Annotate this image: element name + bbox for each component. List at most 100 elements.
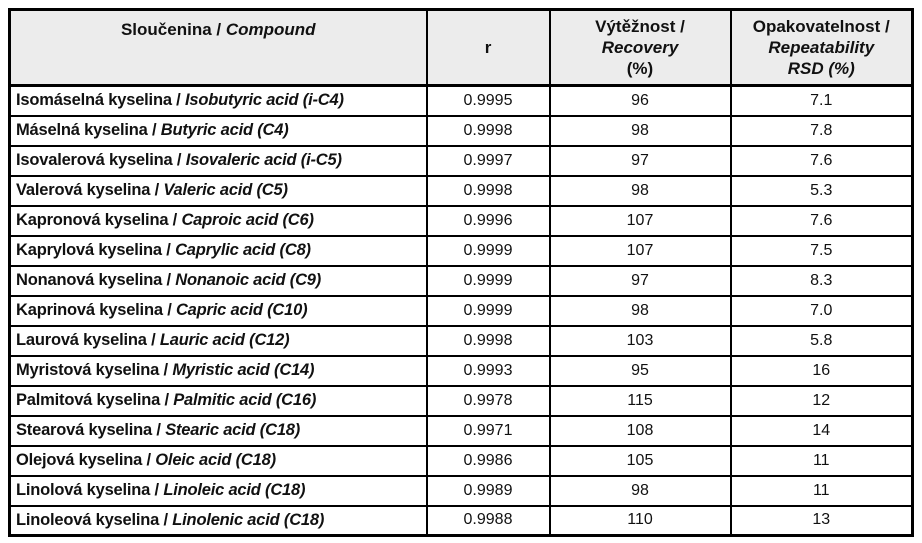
cell-recovery-value: 98 bbox=[548, 294, 732, 327]
cell-r-value: 0.9999 bbox=[425, 234, 551, 267]
cell-rsd-value: 14 bbox=[729, 414, 914, 447]
compound-english-name: Palmitic acid (C16) bbox=[173, 391, 317, 409]
table-row: Linoleová kyselina / Linolenic acid (C18… bbox=[8, 504, 914, 537]
cell-compound: Kaprinová kyselina / Capric acid (C10) bbox=[8, 294, 428, 327]
cell-rsd-value: 7.1 bbox=[729, 84, 914, 117]
table-row: Linolová kyselina / Linoleic acid (C18) … bbox=[8, 474, 914, 507]
cell-rsd-value: 7.5 bbox=[729, 234, 914, 267]
cell-rsd-value: 11 bbox=[729, 444, 914, 477]
validation-table: Sloučenina / Compound r Výtěžnost / Reco… bbox=[8, 8, 914, 537]
header-compound-english: Compound bbox=[225, 20, 316, 39]
header-repeatability-unit: RSD (%) bbox=[787, 59, 855, 78]
cell-compound: Olejová kyselina / Oleic acid (C18) bbox=[8, 444, 428, 477]
compound-separator: / bbox=[162, 271, 176, 289]
table-row: Stearová kyselina / Stearic acid (C18) 0… bbox=[8, 414, 914, 447]
cell-compound: Stearová kyselina / Stearic acid (C18) bbox=[8, 414, 428, 447]
cell-r-value: 0.9998 bbox=[425, 324, 551, 357]
cell-recovery-value: 97 bbox=[548, 264, 732, 297]
header-repeatability-czech: Opakovatelnost / bbox=[752, 17, 890, 36]
cell-recovery-value: 97 bbox=[548, 144, 732, 177]
cell-r-value: 0.9999 bbox=[425, 264, 551, 297]
compound-english-name: Caprylic acid (C8) bbox=[175, 241, 311, 259]
header-repeatability: Opakovatelnost / Repeatability RSD (%) bbox=[729, 8, 914, 87]
cell-compound: Linolová kyselina / Linoleic acid (C18) bbox=[8, 474, 428, 507]
header-compound-czech: Sloučenina bbox=[120, 20, 212, 39]
table-row: Kaprinová kyselina / Capric acid (C10) 0… bbox=[8, 294, 914, 327]
cell-r-value: 0.9993 bbox=[425, 354, 551, 387]
compound-czech-name: Kapronová kyselina bbox=[16, 211, 169, 229]
header-recovery-unit: (%) bbox=[626, 59, 654, 78]
cell-recovery-value: 105 bbox=[548, 444, 732, 477]
cell-r-value: 0.9999 bbox=[425, 294, 551, 327]
compound-czech-name: Isomáselná kyselina bbox=[16, 91, 172, 110]
cell-compound: Nonanová kyselina / Nonanoic acid (C9) bbox=[8, 264, 428, 297]
cell-r-value: 0.9998 bbox=[425, 114, 551, 147]
header-recovery-czech: Výtěžnost / bbox=[595, 17, 685, 36]
compound-separator: / bbox=[142, 451, 156, 469]
cell-r-value: 0.9978 bbox=[425, 384, 551, 417]
compound-separator: / bbox=[159, 510, 173, 529]
compound-czech-name: Isovalerová kyselina bbox=[16, 151, 173, 169]
cell-recovery-value: 108 bbox=[548, 414, 732, 447]
cell-recovery-value: 107 bbox=[548, 204, 732, 237]
header-recovery-english: Recovery bbox=[601, 38, 679, 57]
compound-english-name: Stearic acid (C18) bbox=[165, 421, 301, 439]
cell-compound: Kaprylová kyselina / Caprylic acid (C8) bbox=[8, 234, 428, 267]
compound-czech-name: Kaprinová kyselina bbox=[16, 301, 163, 319]
compound-separator: / bbox=[161, 241, 176, 259]
compound-separator: / bbox=[160, 391, 174, 409]
compound-czech-name: Linolová kyselina bbox=[16, 481, 151, 499]
compound-czech-name: Olejová kyselina bbox=[16, 451, 143, 469]
header-row: Sloučenina / Compound r Výtěžnost / Reco… bbox=[8, 8, 914, 87]
cell-rsd-value: 12 bbox=[729, 384, 914, 417]
compound-english-name: Caproic acid (C6) bbox=[181, 211, 314, 229]
compound-czech-name: Stearová kyselina bbox=[16, 421, 153, 439]
cell-rsd-value: 7.6 bbox=[729, 144, 914, 177]
compound-separator: / bbox=[171, 91, 185, 110]
compound-czech-name: Valerová kyselina bbox=[16, 181, 151, 199]
compound-english-name: Capric acid (C10) bbox=[175, 301, 308, 319]
cell-rsd-value: 5.3 bbox=[729, 174, 914, 207]
table-row: Kapronová kyselina / Caproic acid (C6) 0… bbox=[8, 204, 914, 237]
table-header: Sloučenina / Compound r Výtěžnost / Reco… bbox=[8, 8, 914, 87]
compound-separator: / bbox=[150, 181, 164, 199]
compound-separator: / bbox=[152, 421, 166, 439]
cell-rsd-value: 7.0 bbox=[729, 294, 914, 327]
table-body: Isomáselná kyselina / Isobutyric acid (i… bbox=[8, 84, 914, 537]
cell-r-value: 0.9986 bbox=[425, 444, 551, 477]
compound-czech-name: Máselná kyselina bbox=[16, 121, 148, 139]
compound-english-name: Valeric acid (C5) bbox=[163, 181, 288, 199]
compound-english-name: Butyric acid (C4) bbox=[160, 121, 289, 139]
compound-english-name: Linolenic acid (C18) bbox=[172, 510, 325, 529]
cell-r-value: 0.9995 bbox=[425, 84, 551, 117]
cell-compound: Isomáselná kyselina / Isobutyric acid (i… bbox=[8, 84, 428, 117]
compound-czech-name: Myristová kyselina bbox=[16, 361, 160, 379]
cell-compound: Myristová kyselina / Myristic acid (C14) bbox=[8, 354, 428, 387]
compound-english-name: Linoleic acid (C18) bbox=[163, 481, 306, 499]
header-r-label: r bbox=[484, 38, 492, 57]
cell-compound: Palmitová kyselina / Palmitic acid (C16) bbox=[8, 384, 428, 417]
compound-english-name: Lauric acid (C12) bbox=[159, 331, 290, 349]
compound-separator: / bbox=[146, 331, 160, 349]
cell-rsd-value: 5.8 bbox=[729, 324, 914, 357]
compound-english-name: Nonanoic acid (C9) bbox=[175, 271, 322, 289]
cell-recovery-value: 103 bbox=[548, 324, 732, 357]
table-row: Nonanová kyselina / Nonanoic acid (C9) 0… bbox=[8, 264, 914, 297]
compound-separator: / bbox=[147, 121, 161, 139]
compound-separator: / bbox=[150, 481, 164, 499]
cell-recovery-value: 98 bbox=[548, 474, 732, 507]
compound-czech-name: Nonanová kyselina bbox=[16, 271, 163, 289]
cell-compound: Máselná kyselina / Butyric acid (C4) bbox=[8, 114, 428, 147]
table-row: Palmitová kyselina / Palmitic acid (C16)… bbox=[8, 384, 914, 417]
cell-recovery-value: 115 bbox=[548, 384, 732, 417]
compound-english-name: Isobutyric acid (i-C4) bbox=[184, 91, 344, 110]
header-r: r bbox=[425, 8, 551, 87]
compound-separator: / bbox=[168, 211, 182, 229]
table-row: Laurová kyselina / Lauric acid (C12) 0.9… bbox=[8, 324, 914, 357]
cell-rsd-value: 16 bbox=[729, 354, 914, 387]
cell-compound: Isovalerová kyselina / Isovaleric acid (… bbox=[8, 144, 428, 177]
table-row: Myristová kyselina / Myristic acid (C14)… bbox=[8, 354, 914, 387]
table-row: Kaprylová kyselina / Caprylic acid (C8) … bbox=[8, 234, 914, 267]
cell-rsd-value: 13 bbox=[729, 504, 914, 537]
